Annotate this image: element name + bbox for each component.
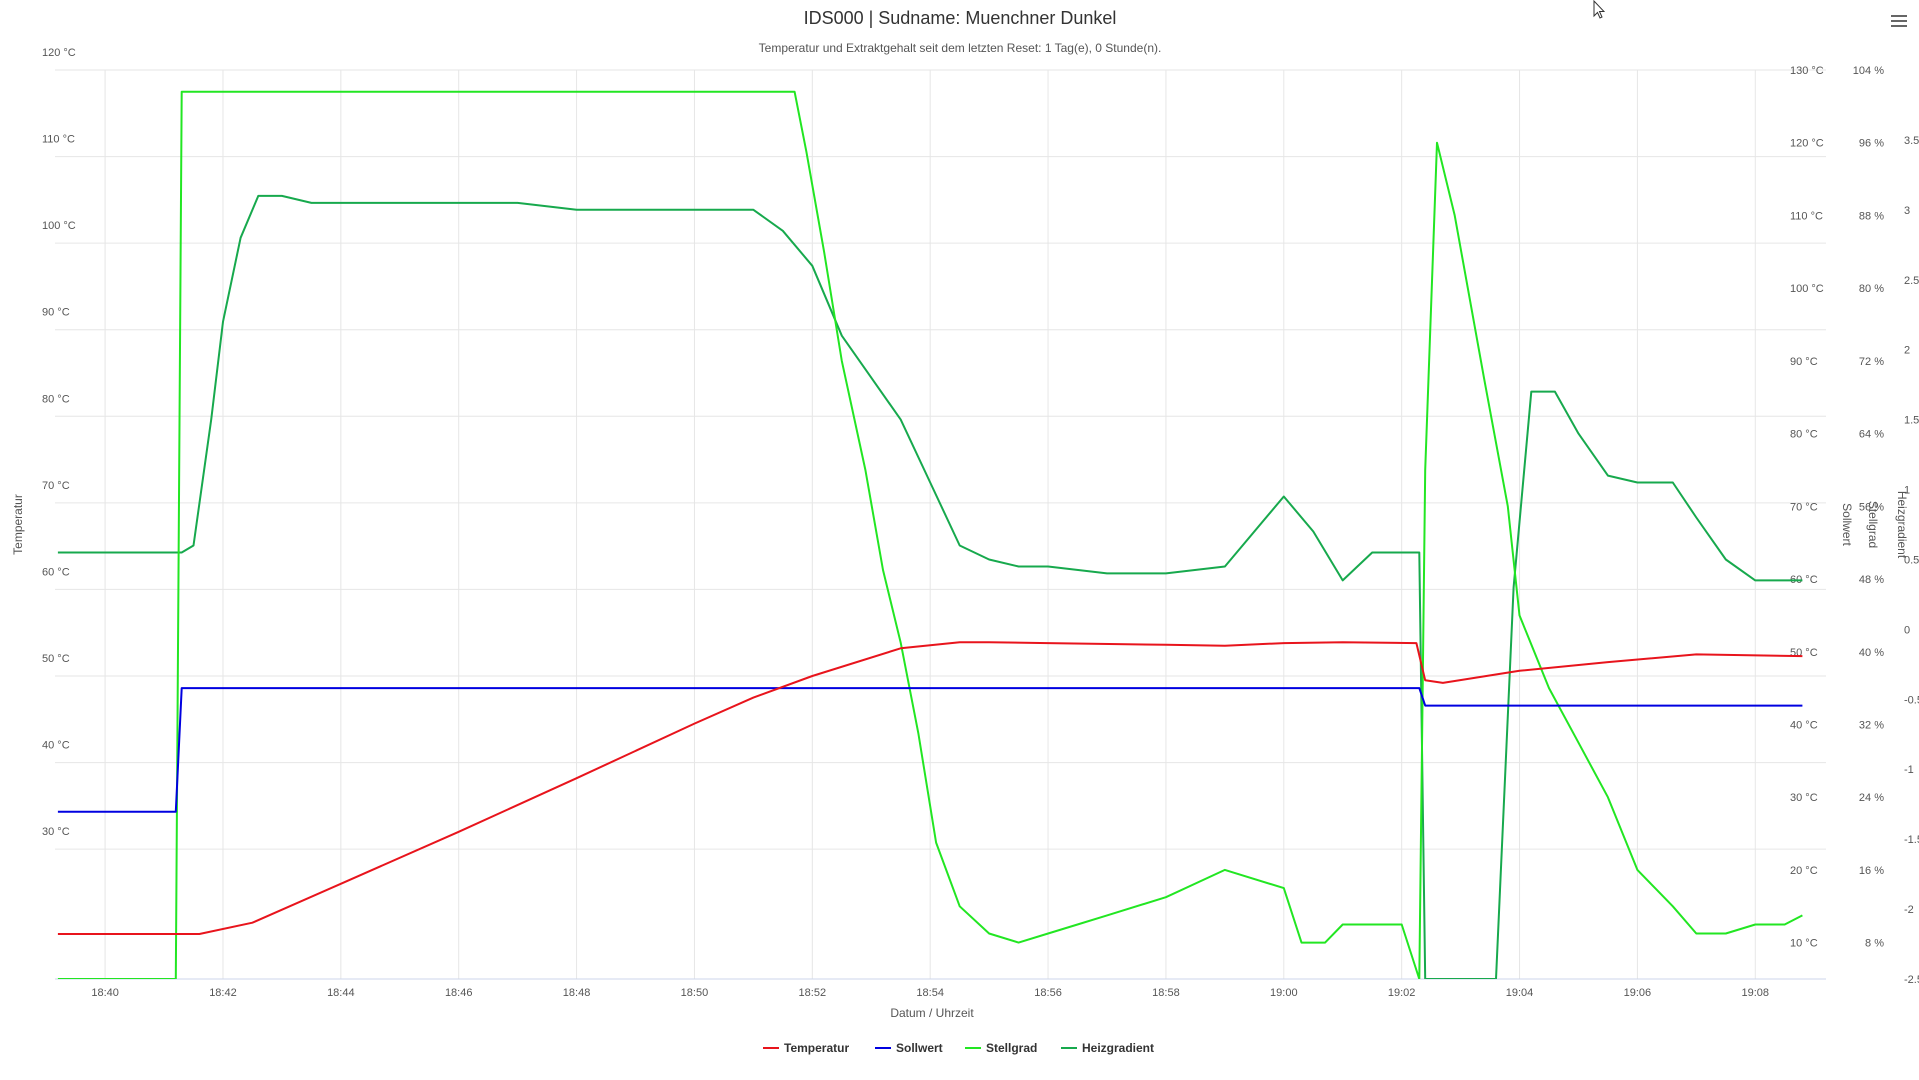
legend-item-stellgrad[interactable]: Stellgrad: [965, 1041, 1037, 1055]
stellgrad-tick-label: 96 %: [1859, 138, 1884, 150]
x-tick-label: 18:50: [681, 987, 709, 999]
series-line-heizgradient[interactable]: [57, 194, 1803, 979]
stellgrad-tick-label: 40 %: [1859, 647, 1884, 659]
sollwert-tick-label: 130 °C: [1790, 65, 1824, 77]
temperatur-tick-label: 40 °C: [42, 740, 70, 752]
heizgradient-tick-label: 3: [1904, 205, 1910, 217]
temperatur-axis-title: Temperatur: [11, 494, 25, 555]
axes: 18:40 18:42 18:44 18:46 18:48 18:50 18:52 18:54…: [11, 47, 1919, 999]
stellgrad-tick-label: 64 %: [1859, 429, 1884, 441]
legend-item-temperatur[interactable]: Temperatur: [763, 1041, 849, 1055]
x-tick-label: 19:00: [1270, 987, 1298, 999]
stellgrad-tick-label: 16 %: [1859, 865, 1884, 877]
heizgradient-tick-label: -2.5: [1904, 974, 1919, 986]
heizgradient-tick-label: -0.5: [1904, 694, 1919, 706]
x-tick-label: 18:56: [1034, 987, 1062, 999]
stellgrad-tick-label: 32 %: [1859, 719, 1884, 731]
stellgrad-axis-title: Stellgrad: [1866, 501, 1880, 548]
temperatur-tick-label: 80 °C: [42, 393, 70, 405]
x-tick-label: 19:04: [1506, 987, 1534, 999]
legend-label: Sollwert: [896, 1041, 943, 1055]
sollwert-tick-label: 80 °C: [1790, 429, 1818, 441]
sollwert-tick-label: 60 °C: [1790, 574, 1818, 586]
legend-item-sollwert[interactable]: Sollwert: [875, 1041, 943, 1055]
sollwert-axis-title: Sollwert: [1840, 503, 1854, 546]
series-lines: [57, 90, 1803, 979]
x-tick-label: 18:48: [563, 987, 591, 999]
sollwert-tick-label: 70 °C: [1790, 501, 1818, 513]
series-line-temperatur[interactable]: [57, 641, 1803, 935]
legend-item-heizgradient[interactable]: Heizgradient: [1061, 1041, 1154, 1055]
heizgradient-tick-label: -2: [1904, 904, 1914, 916]
mouse-cursor-icon: [1593, 0, 1605, 19]
grid: [55, 69, 1826, 979]
sollwert-tick-label: 40 °C: [1790, 719, 1818, 731]
stellgrad-tick-label: 56 %: [1859, 501, 1884, 513]
x-tick-label: 18:52: [799, 987, 827, 999]
legend-label: Temperatur: [784, 1041, 849, 1055]
heizgradient-axis-title: Heizgradient: [1895, 491, 1909, 559]
x-tick-label: 19:06: [1624, 987, 1652, 999]
series-line-stellgrad[interactable]: [57, 90, 1803, 979]
heizgradient-tick-label: 0.5: [1904, 554, 1919, 566]
legend-label: Heizgradient: [1082, 1041, 1154, 1055]
heizgradient-tick-label: -1.5: [1904, 834, 1919, 846]
x-tick-label: 19:02: [1388, 987, 1416, 999]
temperatur-tick-label: 100 °C: [42, 220, 76, 232]
temperatur-tick-label: 70 °C: [42, 480, 70, 492]
temperatur-tick-label: 120 °C: [42, 47, 76, 59]
stellgrad-tick-label: 80 %: [1859, 283, 1884, 295]
sollwert-tick-label: 100 °C: [1790, 283, 1824, 295]
temperatur-tick-label: 30 °C: [42, 826, 70, 838]
heizgradient-tick-label: 2: [1904, 345, 1910, 357]
temperatur-tick-label: 60 °C: [42, 566, 70, 578]
sollwert-tick-label: 110 °C: [1790, 210, 1823, 222]
heizgradient-tick-label: 2.5: [1904, 275, 1919, 287]
heizgradient-tick-label: 1: [1904, 485, 1910, 497]
heizgradient-tick-label: 0: [1904, 624, 1910, 636]
stellgrad-tick-label: 8 %: [1865, 938, 1884, 950]
x-tick-label: 18:44: [327, 987, 355, 999]
sollwert-tick-label: 10 °C: [1790, 938, 1818, 950]
x-tick-label: 18:40: [91, 987, 119, 999]
sollwert-tick-label: 90 °C: [1790, 356, 1818, 368]
stellgrad-tick-label: 88 %: [1859, 210, 1884, 222]
x-tick-label: 18:42: [209, 987, 237, 999]
x-axis-title: Datum / Uhrzeit: [890, 1006, 974, 1020]
legend[interactable]: Temperatur Sollwert Stellgrad Heizgradient: [763, 1041, 1154, 1055]
stellgrad-tick-label: 72 %: [1859, 356, 1884, 368]
sollwert-tick-label: 120 °C: [1790, 138, 1824, 150]
sollwert-tick-label: 30 °C: [1790, 792, 1818, 804]
temperatur-tick-label: 110 °C: [42, 134, 75, 146]
temperatur-tick-label: 50 °C: [42, 653, 70, 665]
stellgrad-tick-label: 104 %: [1853, 65, 1884, 77]
chart-subtitle: Temperatur und Extraktgehalt seit dem le…: [759, 41, 1162, 55]
stellgrad-tick-label: 48 %: [1859, 574, 1884, 586]
x-tick-label: 18:54: [916, 987, 944, 999]
stellgrad-tick-label: 24 %: [1859, 792, 1884, 804]
sollwert-tick-label: 20 °C: [1790, 865, 1818, 877]
hamburger-menu-icon[interactable]: [1887, 12, 1911, 36]
chart-title: IDS000 | Sudname: Muenchner Dunkel: [804, 8, 1117, 28]
x-tick-label: 18:46: [445, 987, 473, 999]
series-line-sollwert[interactable]: [57, 687, 1803, 813]
heizgradient-tick-label: 3.5: [1904, 135, 1919, 147]
x-tick-label: 18:58: [1152, 987, 1180, 999]
legend-label: Stellgrad: [986, 1041, 1037, 1055]
heizgradient-tick-label: -1: [1904, 764, 1914, 776]
x-tick-label: 19:08: [1742, 987, 1770, 999]
temperatur-tick-label: 90 °C: [42, 307, 70, 319]
heizgradient-tick-label: 1.5: [1904, 415, 1919, 427]
